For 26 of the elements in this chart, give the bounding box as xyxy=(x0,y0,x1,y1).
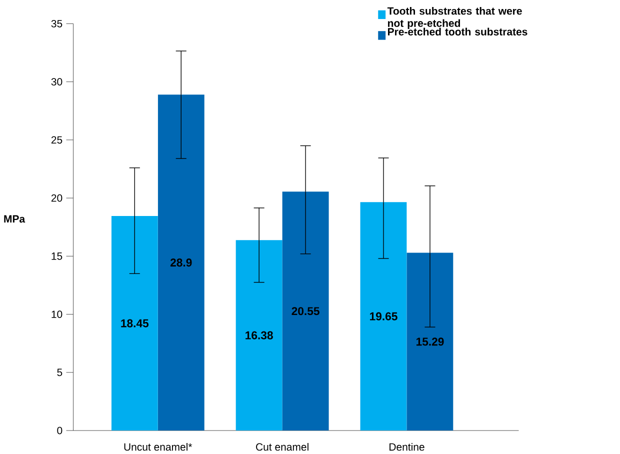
bar xyxy=(282,192,329,430)
y-tick-label: 20 xyxy=(51,194,62,202)
y-tick-label: 10 xyxy=(52,310,62,318)
bar xyxy=(111,216,158,430)
data-label: 16.38 xyxy=(246,331,273,340)
x-tick-label: Dentine xyxy=(390,442,424,451)
bar xyxy=(406,252,454,430)
data-label: 15.29 xyxy=(416,338,444,346)
x-tick-label: Cut enamel xyxy=(256,442,308,451)
bar xyxy=(158,94,204,430)
bar xyxy=(360,202,407,430)
y-tick-label: 15 xyxy=(52,252,62,260)
legend-label: Tooth substrates that were not pre-etched xyxy=(387,6,522,29)
y-tick-label: 30 xyxy=(51,78,62,86)
y-tick-label: 25 xyxy=(51,136,62,144)
data-label: 19.65 xyxy=(370,312,398,320)
x-tick-label: Uncut enamel* xyxy=(124,442,192,451)
legend-label: Pre-etched tooth substrates xyxy=(388,28,528,36)
y-tick-label: 35 xyxy=(51,20,62,28)
bar xyxy=(236,240,282,430)
y-tick-label: 0 xyxy=(57,426,62,434)
y-tick-label: 5 xyxy=(57,368,62,376)
data-label: 18.45 xyxy=(121,319,149,328)
data-label: 20.55 xyxy=(292,306,320,316)
data-label: 28.9 xyxy=(170,258,192,266)
y-axis-title: MPa xyxy=(4,215,26,223)
